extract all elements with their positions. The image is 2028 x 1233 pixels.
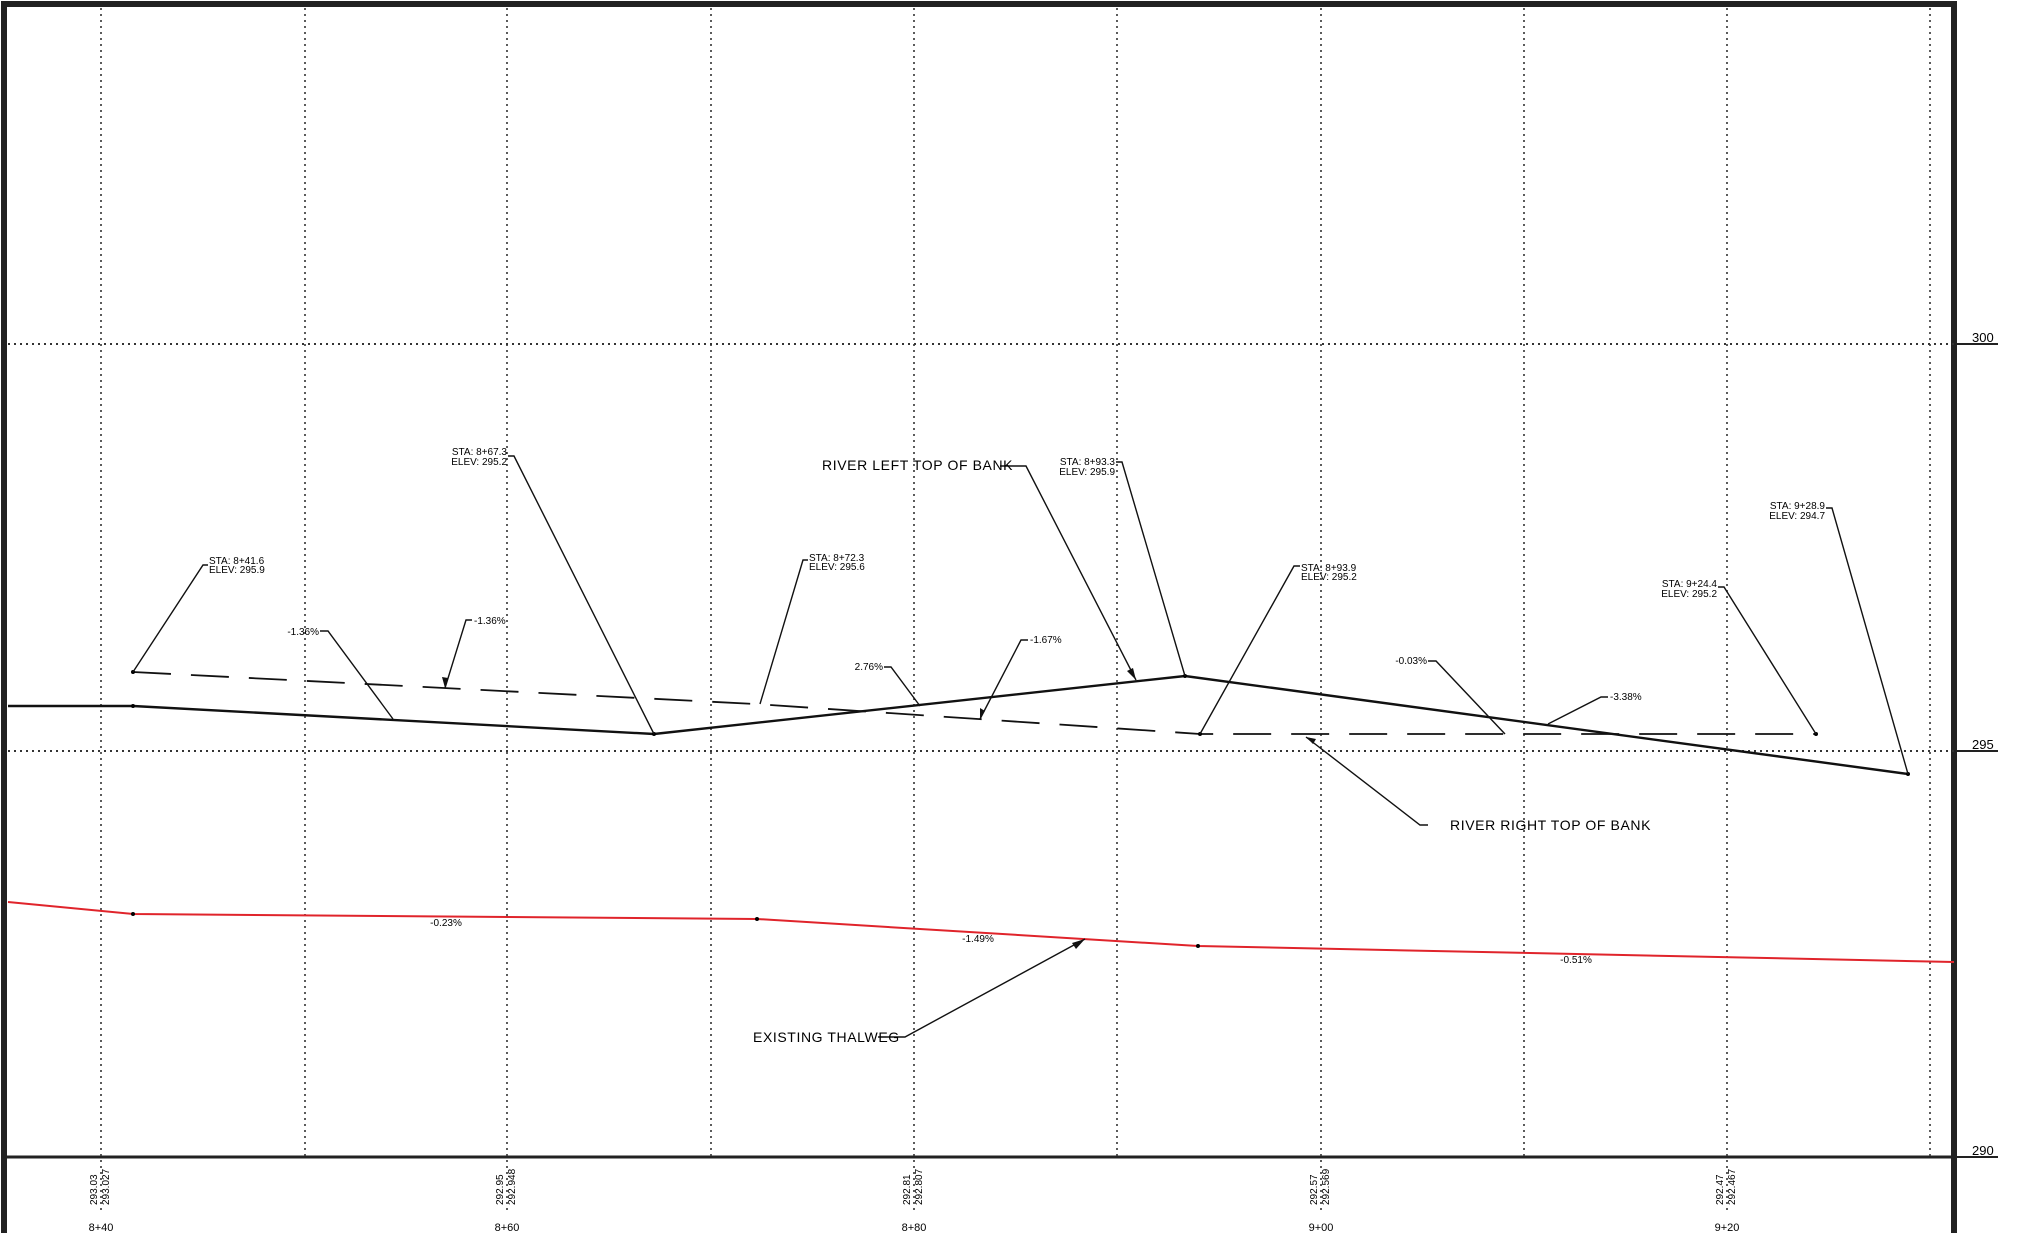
river-left-bank-line: [8, 674, 1909, 776]
thalweg-label: EXISTING THALWEG: [753, 1029, 900, 1045]
station-note-sta: STA: 9+24.4: [1662, 579, 1718, 590]
elevation-value: 292.57: [1309, 1174, 1320, 1205]
station-note-sta: STA: 8+93.9: [1301, 563, 1357, 574]
station-note-elev: ELEV: 295.2: [1301, 572, 1357, 583]
slope-label: -1.36%: [287, 627, 319, 638]
slope-label: 2.76%: [855, 662, 883, 673]
slope-label: -1.36%: [474, 616, 506, 627]
slope-label: -0.51%: [1560, 955, 1592, 966]
slope-label: -1.49%: [962, 934, 994, 945]
elevation-value: 293.03: [89, 1174, 100, 1205]
slope-label: -1.67%: [1030, 635, 1062, 646]
elevation-value: 292.948: [507, 1168, 518, 1205]
station-note-elev: ELEV: 295.2: [1661, 589, 1717, 600]
station-note-sta: STA: 9+28.9: [1770, 501, 1826, 512]
elevation-value: 292.95: [495, 1174, 506, 1205]
elevation-value: 293.027: [101, 1168, 112, 1205]
station-note-sta: STA: 8+41.6: [209, 556, 265, 567]
elevation-value: 292.569: [1321, 1168, 1332, 1205]
elevation-label-290: 290: [1972, 1143, 1994, 1158]
station-note-elev: ELEV: 294.7: [1769, 511, 1825, 522]
station-label: 9+00: [1309, 1222, 1334, 1233]
drawing-frame: [1, 1, 1957, 1233]
station-note-elev: ELEV: 295.9: [209, 565, 265, 576]
bottom-values: 293.03 293.027 292.95 292.948 292.81 292…: [89, 1168, 1738, 1205]
river-right-bank-line: [132, 671, 1816, 735]
station-note-elev: ELEV: 295.9: [1059, 467, 1115, 478]
station-note-sta: STA: 8+93.3: [1060, 457, 1116, 468]
elevation-value: 292.807: [914, 1168, 925, 1205]
leader-arrows: [442, 668, 1316, 949]
slope-labels: -1.36% -1.36% 2.76% -1.67% -0.03% -3.38%…: [287, 616, 1641, 966]
vertical-grid: [100, 8, 1931, 1210]
leader-lines: [132, 455, 1909, 1038]
elevation-label-300: 300: [1972, 330, 1994, 345]
slope-label: -3.38%: [1610, 692, 1642, 703]
vertex-markers: [131, 670, 1910, 948]
thalweg-line: [7, 901, 1955, 963]
station-note-sta: STA: 8+72.3: [809, 553, 865, 564]
station-notes: STA: 8+41.6 ELEV: 295.9 STA: 8+67.3 ELEV…: [209, 447, 1825, 600]
elevation-value: 292.47: [1715, 1174, 1726, 1205]
river-left-bank-label: RIVER LEFT TOP OF BANK: [822, 457, 1013, 473]
station-label: 9+20: [1715, 1222, 1740, 1233]
slope-label: -0.23%: [430, 918, 462, 929]
station-note-elev: ELEV: 295.2: [451, 457, 507, 468]
station-label: 8+40: [89, 1222, 114, 1233]
slope-label: -0.03%: [1395, 656, 1427, 667]
station-label: 8+60: [495, 1222, 520, 1233]
river-right-bank-label: RIVER RIGHT TOP OF BANK: [1450, 817, 1651, 833]
elevation-label-295: 295: [1972, 737, 1994, 752]
elevation-value: 292.467: [1727, 1168, 1738, 1205]
station-note-sta: STA: 8+67.3: [452, 447, 508, 458]
station-label: 8+80: [902, 1222, 927, 1233]
station-note-elev: ELEV: 295.6: [809, 562, 865, 573]
elevation-ticks: [1954, 343, 1998, 1158]
elevation-value: 292.81: [902, 1174, 913, 1205]
horizontal-grid: [8, 343, 1954, 752]
